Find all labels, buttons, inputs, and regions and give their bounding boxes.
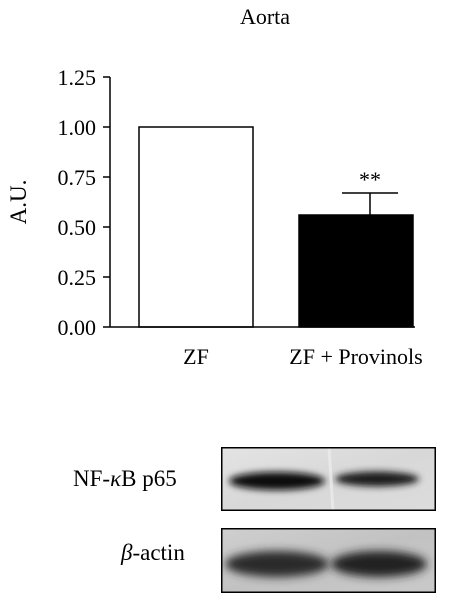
blot-band (229, 472, 325, 490)
y-tick-label: 1.00 (58, 115, 97, 140)
bar (138, 126, 254, 328)
y-tick-label: 0.25 (58, 265, 97, 290)
y-tick-label: 1.25 (58, 65, 97, 90)
y-tick-label: 0.75 (58, 165, 97, 190)
blot-label-nfkb: NF-κB p65 (73, 466, 177, 492)
x-tick-label: ZF (183, 344, 209, 369)
blot-label-nfkb-suffix: B p65 (121, 466, 177, 491)
bars: ** (138, 126, 414, 328)
y-tick-label: 0.00 (58, 315, 97, 340)
y-tick-label: 0.50 (58, 215, 97, 240)
blot-panel-actin (221, 528, 436, 593)
blot-panel-nfkb (221, 447, 436, 511)
blot-label-nfkb-greek: κ (110, 466, 122, 491)
blot-label-nfkb-prefix: NF- (73, 466, 111, 491)
blot-band (335, 471, 419, 487)
blot-label-actin-suffix: -actin (132, 540, 185, 565)
blot-band (225, 551, 329, 577)
bar (298, 214, 414, 328)
blot-label-actin: β-actin (121, 540, 185, 566)
y-axis-label: A.U. (6, 180, 31, 225)
blot-band (331, 551, 427, 577)
blot-label-actin-greek: β (121, 540, 133, 565)
y-axis: 0.00 0.25 0.50 0.75 1.00 1.25 (58, 65, 111, 340)
x-tick-label: ZF + Provinols (289, 344, 422, 369)
significance-marker: ** (359, 167, 381, 192)
x-axis: ZF ZF + Provinols (110, 326, 423, 369)
chart-title: Aorta (240, 4, 290, 29)
